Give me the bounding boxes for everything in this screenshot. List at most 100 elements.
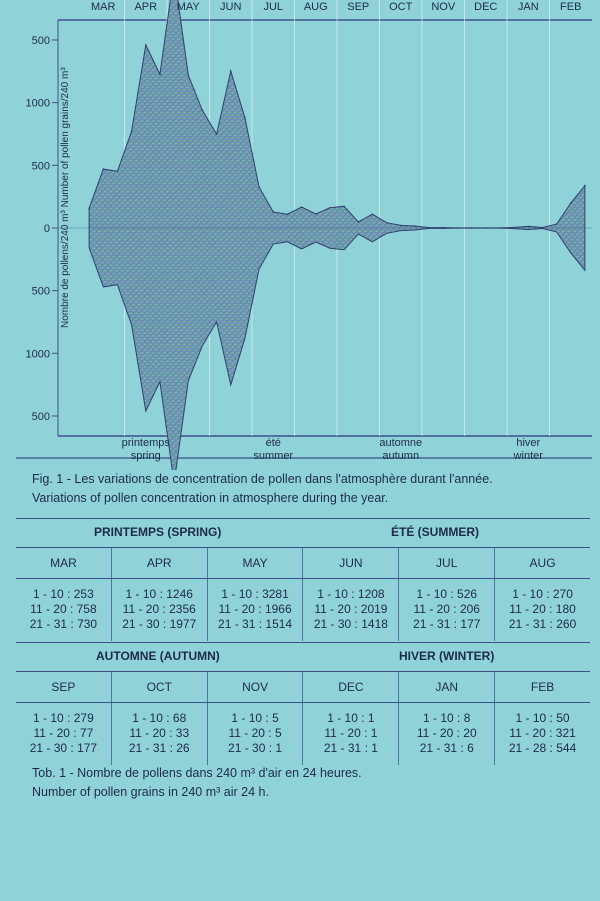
season-header-row: AUTOMNE (AUTUMN) HIVER (WINTER) (16, 642, 590, 672)
month-tick-label: NOV (431, 1, 456, 13)
season-summer-heading: ÉTÉ (SUMMER) (391, 525, 479, 539)
season-label-en: summer (253, 450, 293, 462)
value-line: 1 - 10 : 253 (33, 587, 94, 601)
value-line: 11 - 20 : 33 (129, 726, 190, 740)
month-header-cell: MAY (206, 548, 303, 578)
value-line: 1 - 10 : 1246 (125, 587, 193, 601)
month-tick-label: FEB (560, 1, 581, 13)
y-tick-label: 500 (32, 286, 50, 298)
values-cell: 1 - 10 : 1208 11 - 20 : 2019 21 - 30 : 1… (302, 579, 398, 641)
table-spring-summer: PRINTEMPS (SPRING) ÉTÉ (SUMMER) MAR APR … (16, 518, 590, 641)
values-cell: 1 - 10 : 526 11 - 20 : 206 21 - 31 : 177 (398, 579, 494, 641)
data-point (88, 207, 90, 210)
data-point (357, 221, 360, 223)
data-point (555, 223, 558, 225)
data-point (399, 224, 402, 227)
value-line: 21 - 31 : 1 (323, 741, 378, 755)
values-row: 1 - 10 : 279 11 - 20 : 77 21 - 30 : 177 … (16, 703, 590, 765)
value-line: 11 - 20 : 20 (416, 726, 477, 740)
season-spring-heading: PRINTEMPS (SPRING) (94, 525, 222, 539)
values-cell: 1 - 10 : 1246 11 - 20 : 2356 21 - 30 : 1… (110, 579, 207, 641)
value-line: 21 - 30 : 1977 (122, 617, 197, 631)
values-cell: 1 - 10 : 3281 11 - 20 : 1966 21 - 31 : 1… (206, 579, 303, 641)
data-point (385, 221, 388, 224)
data-point (584, 184, 586, 187)
value-line: 11 - 20 : 1966 (218, 602, 292, 616)
value-line: 11 - 20 : 321 (509, 726, 576, 740)
value-line: 21 - 31 : 260 (508, 617, 577, 631)
value-line: 11 - 20 : 2019 (314, 602, 388, 616)
month-tick-label: APR (134, 1, 157, 13)
data-point (102, 168, 105, 170)
season-label-en: autumn (382, 450, 419, 462)
month-header-cell: NOV (206, 672, 303, 702)
value-line: 1 - 10 : 279 (33, 711, 94, 725)
month-header-cell: SEP (51, 680, 76, 694)
data-point (258, 186, 260, 188)
y-tick-label: 500 (32, 160, 50, 172)
value-line: 11 - 20 : 2356 (122, 602, 196, 616)
values-cell: 1 - 10 : 279 11 - 20 : 77 21 - 30 : 177 (16, 703, 111, 765)
month-tick-label: MAY (177, 1, 201, 13)
pollen-chart-svg: MAR APR MAY JUN JUL AUG SEP OCT NOV DEC JAN FEB 500 1… (16, 0, 592, 470)
value-line: 21 - 30 : 177 (29, 741, 98, 755)
data-point (286, 213, 289, 216)
table-caption: Tob. 1 - Nombre de pollens dans 240 m³ d… (32, 764, 592, 802)
data-point (187, 74, 190, 77)
value-line: 21 - 31 : 730 (29, 617, 98, 631)
value-line: 1 - 10 : 8 (423, 711, 471, 725)
table-caption-en: Number of pollen grains in 240 m³ air 24… (32, 785, 269, 799)
pollen-chart: MAR APR MAY JUN JUL AUG SEP OCT NOV DEC JAN FEB 500 1… (16, 0, 592, 470)
season-autumn-heading: AUTOMNE (AUTUMN) (96, 649, 220, 663)
values-cell: 1 - 10 : 5 11 - 20 : 5 21 - 30 : 1 (206, 703, 303, 765)
value-line: 21 - 31 : 6 (419, 741, 474, 755)
month-tick-label: JUL (263, 1, 283, 13)
month-tick-label: OCT (389, 1, 413, 13)
month-tick-label: SEP (347, 1, 369, 13)
month-tick-label: AUG (304, 1, 328, 13)
value-line: 21 - 31 : 1514 (218, 617, 293, 631)
value-line: 11 - 20 : 180 (509, 602, 576, 616)
value-line: 11 - 20 : 1 (324, 726, 378, 740)
month-header-cell: APR (110, 548, 207, 578)
data-point (130, 130, 133, 132)
value-line: 1 - 10 : 526 (416, 587, 478, 601)
value-line: 21 - 31 : 26 (128, 741, 190, 755)
values-cell: 1 - 10 : 1 11 - 20 : 1 21 - 31 : 1 (302, 703, 398, 765)
data-point (300, 206, 303, 208)
y-tick-label: 1000 (26, 348, 50, 360)
month-tick-label: MAR (91, 1, 116, 13)
value-line: 11 - 20 : 77 (33, 726, 94, 740)
month-header-cell: DEC (302, 672, 398, 702)
data-point (272, 211, 275, 213)
value-line: 21 - 31 : 177 (413, 617, 481, 631)
season-label-fr: hiver (516, 437, 540, 449)
month-tick-label: JAN (518, 1, 539, 13)
values-cell: 1 - 10 : 270 11 - 20 : 180 21 - 31 : 260 (494, 579, 590, 641)
month-header-cell: JUN (302, 548, 398, 578)
season-label-fr: été (266, 437, 281, 449)
value-line: 1 - 10 : 3281 (221, 587, 289, 601)
y-tick-label: 500 (32, 35, 50, 47)
y-tick-label: 0 (44, 223, 50, 235)
values-cell: 1 - 10 : 253 11 - 20 : 758 21 - 31 : 730 (16, 579, 111, 641)
month-header-cell: FEB (494, 672, 590, 702)
month-header-cell: AUG (494, 548, 590, 578)
value-line: 1 - 10 : 1 (327, 711, 375, 725)
month-tick-label: DEC (474, 1, 497, 13)
data-point (229, 70, 232, 72)
value-line: 1 - 10 : 1208 (317, 587, 385, 601)
value-line: 21 - 30 : 1418 (313, 617, 388, 631)
month-header-cell: JAN (398, 672, 494, 702)
table-caption-fr: Tob. 1 - Nombre de pollens dans 240 m³ d… (32, 766, 362, 780)
data-point (159, 73, 161, 76)
data-point (201, 109, 204, 112)
month-header-cell: JUL (398, 548, 494, 578)
season-winter-heading: HIVER (WINTER) (399, 649, 495, 663)
data-point (569, 202, 572, 204)
data-point (527, 225, 530, 228)
value-line: 11 - 20 : 206 (413, 602, 480, 616)
data-point (371, 213, 374, 216)
month-tick-label: JUN (220, 1, 241, 13)
month-header-row: SEP OCT NOV DEC JAN FEB (16, 672, 590, 703)
